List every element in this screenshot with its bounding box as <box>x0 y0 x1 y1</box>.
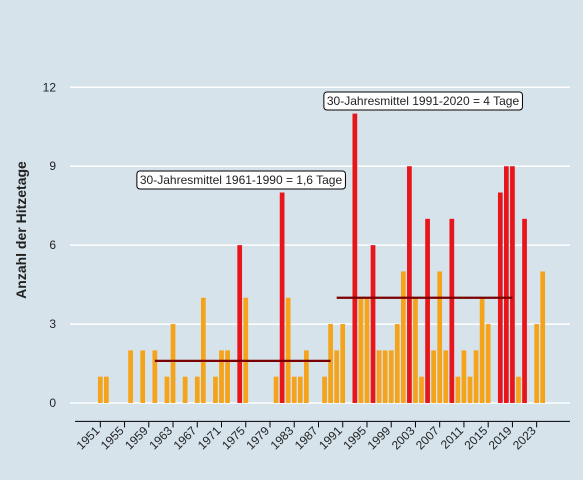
bar <box>352 113 358 403</box>
bar <box>370 245 376 403</box>
bar <box>504 166 509 403</box>
bar <box>516 376 521 403</box>
bar <box>467 376 473 403</box>
bar <box>473 350 479 403</box>
bar <box>358 297 364 403</box>
x-tick-label: 1979 <box>243 423 272 452</box>
annotation: 30-Jahresmittel 1991-2020 = 4 Tage <box>323 91 523 111</box>
y-axis-title: Anzahl der Hitzetage <box>13 161 29 299</box>
bar <box>200 297 206 403</box>
bar <box>128 350 133 403</box>
bar <box>334 350 340 403</box>
bar <box>376 350 382 403</box>
bar <box>407 166 412 403</box>
x-tick-label: 1951 <box>74 423 103 452</box>
bar <box>304 350 309 403</box>
annotation-label: 30-Jahresmittel 1961-1990 = 1,6 Tage <box>140 173 343 187</box>
y-tick-label: 0 <box>49 396 56 410</box>
x-tick-label: 2019 <box>486 423 515 452</box>
bar <box>443 350 449 403</box>
bar <box>382 350 388 403</box>
x-tick-label: 1987 <box>292 423 321 452</box>
bar <box>419 376 424 403</box>
x-tick-label: 1971 <box>195 423 224 452</box>
bar <box>364 297 370 403</box>
bar <box>297 376 303 403</box>
bar <box>322 376 327 403</box>
bar <box>237 245 243 403</box>
x-tick-label: 1975 <box>219 423 248 452</box>
x-tick-label: 2011 <box>438 423 466 451</box>
bar <box>152 350 158 403</box>
bar <box>225 350 230 403</box>
bar <box>328 324 333 403</box>
bar <box>273 376 279 403</box>
bar <box>170 324 176 403</box>
bar <box>413 297 418 403</box>
bar <box>431 350 436 403</box>
bar <box>164 376 170 403</box>
y-tick-label: 6 <box>49 238 56 252</box>
bar <box>194 376 200 403</box>
x-tick-label: 1963 <box>146 423 175 452</box>
bar <box>485 324 491 403</box>
bar <box>510 166 515 403</box>
bar <box>213 376 218 403</box>
bar <box>388 350 394 403</box>
bar <box>97 376 103 403</box>
bar <box>182 376 188 403</box>
bar <box>400 271 406 403</box>
bar <box>437 271 443 403</box>
x-tick-label: 2003 <box>389 423 418 452</box>
annotation-label: 30-Jahresmittel 1991-2020 = 4 Tage <box>327 94 520 108</box>
bar <box>540 271 546 403</box>
x-tick-label: 1995 <box>340 423 369 452</box>
x-tick-label: 1991 <box>316 423 345 452</box>
bar <box>522 218 527 403</box>
x-tick-label: 1999 <box>365 423 394 452</box>
y-tick-label: 3 <box>49 317 56 331</box>
bar <box>425 218 430 403</box>
x-tick-label: 1955 <box>98 423 127 452</box>
bar <box>140 350 146 403</box>
bar <box>534 324 540 403</box>
annotation-box <box>323 91 523 111</box>
bar <box>455 376 461 403</box>
x-tick-label: 1959 <box>122 423 151 452</box>
bar <box>394 324 400 403</box>
bar <box>291 376 297 403</box>
x-tick-label: 1983 <box>268 423 297 452</box>
bar <box>104 376 109 403</box>
bar <box>461 350 467 403</box>
x-tick-label: 2015 <box>462 423 491 452</box>
y-tick-label: 9 <box>49 159 56 173</box>
annotation: 30-Jahresmittel 1961-1990 = 1,6 Tage <box>136 170 346 190</box>
bar <box>279 192 285 403</box>
bar <box>243 297 249 403</box>
x-tick-label: 1967 <box>171 423 200 452</box>
bar <box>340 324 346 403</box>
bar <box>449 218 455 403</box>
y-tick-label: 12 <box>43 80 57 94</box>
bar <box>285 297 291 403</box>
x-tick-label: 2007 <box>413 423 442 452</box>
bar <box>479 297 485 403</box>
annotation-box <box>136 170 346 190</box>
bar <box>219 350 224 403</box>
x-tick-label: 2023 <box>510 423 539 452</box>
